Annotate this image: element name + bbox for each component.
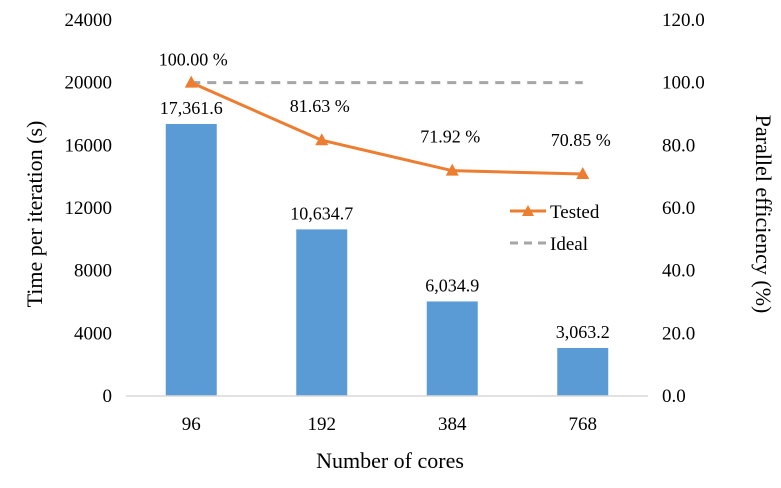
tested-marker — [184, 75, 198, 88]
tested-marker — [576, 167, 590, 180]
x-tick-label: 192 — [308, 414, 337, 435]
left-tick-label: 20000 — [65, 73, 113, 94]
left-axis-title: Time per iteration (s) — [22, 121, 47, 308]
right-tick-label: 100.0 — [662, 73, 705, 94]
bar — [165, 124, 217, 397]
tested-value-label: 70.85 % — [551, 130, 611, 150]
left-tick-label: 16000 — [65, 135, 113, 156]
bar — [426, 301, 478, 396]
x-tick-label: 384 — [438, 414, 467, 435]
x-tick-label: 96 — [182, 414, 201, 435]
tested-value-label: 100.00 % — [159, 50, 228, 70]
tested-marker — [315, 133, 329, 146]
left-tick-label: 8000 — [74, 261, 112, 282]
right-tick-label: 20.0 — [662, 323, 695, 344]
left-tick-label: 12000 — [65, 198, 113, 219]
line-series: 100.00 % 81.63 % 71.92 % 70.85 % — [159, 50, 611, 180]
x-axis-title: Number of cores — [316, 448, 464, 473]
bar — [296, 229, 348, 396]
tested-value-label: 81.63 % — [290, 96, 350, 116]
bar-value-label: 3,063.2 — [556, 322, 610, 342]
bar-series: 17,361.6 10,634.7 6,034.9 3,063.2 — [160, 98, 610, 397]
legend: Tested Ideal — [510, 202, 600, 255]
bar-value-label: 10,634.7 — [290, 203, 353, 223]
x-tick-label: 768 — [569, 414, 598, 435]
tested-value-label: 71.92 % — [420, 127, 480, 147]
right-tick-label: 0.0 — [662, 386, 686, 407]
right-axis-ticks: 0.0 20.0 40.0 60.0 80.0 100.0 120.0 — [662, 10, 705, 407]
bar — [557, 348, 609, 396]
tested-line — [190, 81, 583, 176]
right-tick-label: 40.0 — [662, 261, 695, 282]
right-tick-label: 80.0 — [662, 135, 695, 156]
left-tick-label: 4000 — [74, 323, 112, 344]
left-tick-label: 24000 — [65, 10, 113, 31]
legend-ideal-label: Ideal — [550, 234, 588, 255]
right-tick-label: 120.0 — [662, 10, 705, 31]
tested-marker — [445, 163, 459, 176]
legend-tested-label: Tested — [550, 202, 600, 223]
right-axis-title: Parallel efficiency (%) — [751, 115, 776, 314]
bar-value-label: 17,361.6 — [160, 98, 223, 118]
right-tick-label: 60.0 — [662, 198, 695, 219]
bar-value-label: 6,034.9 — [425, 275, 479, 295]
left-tick-label: 0 — [103, 386, 113, 407]
legend-tested-marker — [522, 205, 534, 216]
left-axis-ticks: 0 4000 8000 12000 16000 20000 24000 — [65, 10, 113, 407]
x-axis: 96 192 384 768 — [126, 395, 648, 435]
